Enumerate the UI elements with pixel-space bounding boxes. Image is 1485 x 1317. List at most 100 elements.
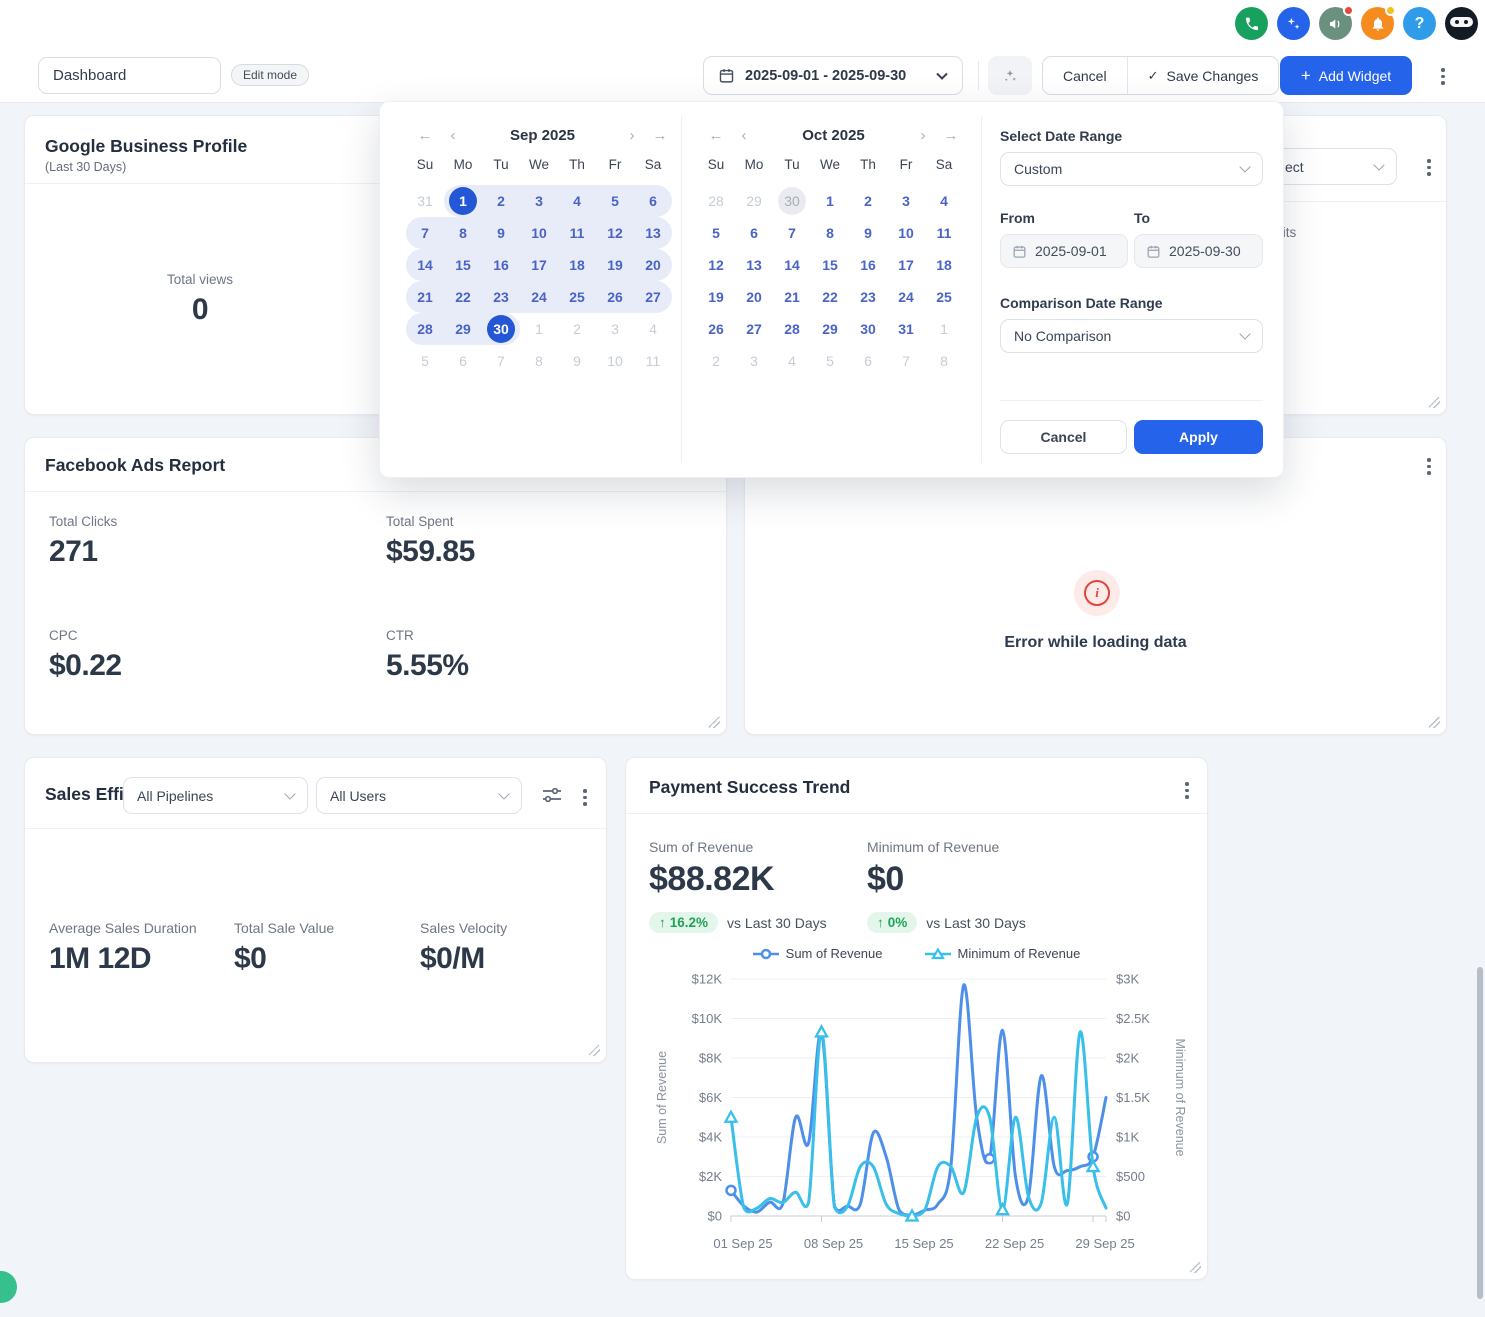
- add-widget-button[interactable]: + Add Widget: [1280, 56, 1412, 95]
- calendar-day[interactable]: 18: [558, 249, 596, 281]
- calendar-day[interactable]: 9: [864, 225, 872, 241]
- calendar-day[interactable]: 4: [558, 185, 596, 217]
- calendar-day[interactable]: 8: [940, 353, 948, 369]
- widget-more-menu[interactable]: [580, 786, 590, 809]
- calendar-day[interactable]: 5: [596, 185, 634, 217]
- users-filter-select[interactable]: All Users: [316, 777, 522, 814]
- calendar-next-month-icon[interactable]: ›: [920, 126, 926, 144]
- calendar-day[interactable]: 1: [826, 193, 834, 209]
- vertical-scrollbar[interactable]: [1477, 967, 1483, 1299]
- calendar-day[interactable]: 14: [406, 249, 444, 281]
- calendar-day[interactable]: 10: [607, 353, 623, 369]
- calendar-day[interactable]: 31: [417, 193, 433, 209]
- calendar-day[interactable]: 22: [444, 281, 482, 313]
- calendar-day[interactable]: 15: [444, 249, 482, 281]
- calendar-day[interactable]: 29: [746, 193, 762, 209]
- calendar-day[interactable]: 26: [596, 281, 634, 313]
- calendar-day[interactable]: 23: [860, 289, 876, 305]
- date-range-preset-select[interactable]: Custom: [1000, 152, 1263, 186]
- phone-icon[interactable]: [1235, 7, 1268, 40]
- calendar-day[interactable]: 29: [444, 313, 482, 345]
- calendar-day[interactable]: 18: [936, 257, 952, 273]
- sparkles-icon[interactable]: [1277, 7, 1310, 40]
- calendar-day[interactable]: 21: [406, 281, 444, 313]
- calendar-day[interactable]: 2: [712, 353, 720, 369]
- calendar-day[interactable]: 22: [822, 289, 838, 305]
- calendar-day[interactable]: 6: [750, 225, 758, 241]
- calendar-day[interactable]: 5: [421, 353, 429, 369]
- to-date-input[interactable]: 2025-09-30: [1134, 234, 1263, 268]
- calendar-prev-year-icon[interactable]: ←: [417, 126, 433, 144]
- calendar-day[interactable]: 12: [708, 257, 724, 273]
- calendar-day[interactable]: 7: [406, 217, 444, 249]
- calendar-day[interactable]: 29: [822, 321, 838, 337]
- calendar-day[interactable]: 27: [634, 281, 672, 313]
- calendar-next-year-icon[interactable]: →: [943, 126, 959, 144]
- calendar-day[interactable]: 20: [746, 289, 762, 305]
- legend-sum-of-revenue[interactable]: Sum of Revenue: [752, 946, 883, 961]
- calendar-day[interactable]: 30: [482, 313, 520, 345]
- calendar-day[interactable]: 12: [596, 217, 634, 249]
- from-date-input[interactable]: 2025-09-01: [1000, 234, 1128, 268]
- calendar-day[interactable]: 16: [482, 249, 520, 281]
- calendar-day[interactable]: 3: [520, 185, 558, 217]
- calendar-day[interactable]: 19: [708, 289, 724, 305]
- popup-cancel-button[interactable]: Cancel: [1000, 420, 1127, 454]
- calendar-day[interactable]: 15: [822, 257, 838, 273]
- calendar-day[interactable]: 30: [773, 185, 811, 217]
- magic-wand-button[interactable]: [988, 56, 1032, 95]
- popup-apply-button[interactable]: Apply: [1134, 420, 1263, 454]
- chat-bubble-button[interactable]: [0, 1271, 17, 1303]
- widget-more-menu[interactable]: [1182, 779, 1192, 802]
- widget-more-menu[interactable]: [1424, 156, 1434, 179]
- calendar-day[interactable]: 30: [860, 321, 876, 337]
- calendar-day[interactable]: 28: [406, 313, 444, 345]
- calendar-day[interactable]: 17: [898, 257, 914, 273]
- calendar-day[interactable]: 11: [558, 217, 596, 249]
- calendar-day[interactable]: 9: [573, 353, 581, 369]
- calendar-day[interactable]: 27: [746, 321, 762, 337]
- calendar-day[interactable]: 8: [535, 353, 543, 369]
- calendar-day[interactable]: 1: [444, 185, 482, 217]
- ninja-avatar[interactable]: [1445, 7, 1478, 40]
- resize-handle[interactable]: [709, 717, 720, 728]
- widget-filter-select[interactable]: ect: [1271, 148, 1397, 185]
- calendar-day[interactable]: 26: [708, 321, 724, 337]
- calendar-day[interactable]: 7: [902, 353, 910, 369]
- date-range-button[interactable]: 2025-09-01 - 2025-09-30: [703, 56, 963, 95]
- calendar-day[interactable]: 6: [864, 353, 872, 369]
- resize-handle[interactable]: [1429, 717, 1440, 728]
- calendar-day[interactable]: 6: [634, 185, 672, 217]
- cancel-button[interactable]: Cancel: [1063, 67, 1107, 84]
- calendar-day[interactable]: 14: [784, 257, 800, 273]
- calendar-day[interactable]: 5: [826, 353, 834, 369]
- calendar-day[interactable]: 11: [936, 225, 952, 241]
- resize-handle[interactable]: [589, 1045, 600, 1056]
- calendar-day[interactable]: 6: [459, 353, 467, 369]
- pipelines-filter-select[interactable]: All Pipelines: [123, 777, 308, 814]
- calendar-day[interactable]: 2: [864, 193, 872, 209]
- calendar-day[interactable]: 7: [497, 353, 505, 369]
- calendar-day[interactable]: 4: [940, 193, 948, 209]
- calendar-day[interactable]: 5: [712, 225, 720, 241]
- calendar-day[interactable]: 2: [482, 185, 520, 217]
- calendar-day[interactable]: 19: [596, 249, 634, 281]
- calendar-day[interactable]: 13: [746, 257, 762, 273]
- calendar-day[interactable]: 20: [634, 249, 672, 281]
- calendar-day[interactable]: 16: [860, 257, 876, 273]
- megaphone-icon[interactable]: [1319, 5, 1354, 40]
- calendar-day[interactable]: 13: [634, 217, 672, 249]
- calendar-day[interactable]: 11: [645, 353, 661, 369]
- calendar-day[interactable]: 2: [573, 321, 581, 337]
- calendar-day[interactable]: 17: [520, 249, 558, 281]
- calendar-day[interactable]: 10: [898, 225, 914, 241]
- calendar-day[interactable]: 1: [940, 321, 948, 337]
- legend-minimum-of-revenue[interactable]: Minimum of Revenue: [924, 946, 1080, 961]
- calendar-prev-month-icon[interactable]: ‹: [741, 126, 747, 144]
- calendar-day[interactable]: 4: [649, 321, 657, 337]
- calendar-day[interactable]: 31: [898, 321, 914, 337]
- calendar-day[interactable]: 10: [520, 217, 558, 249]
- calendar-day[interactable]: 4: [788, 353, 796, 369]
- calendar-day[interactable]: 24: [898, 289, 914, 305]
- calendar-prev-year-icon[interactable]: ←: [708, 126, 724, 144]
